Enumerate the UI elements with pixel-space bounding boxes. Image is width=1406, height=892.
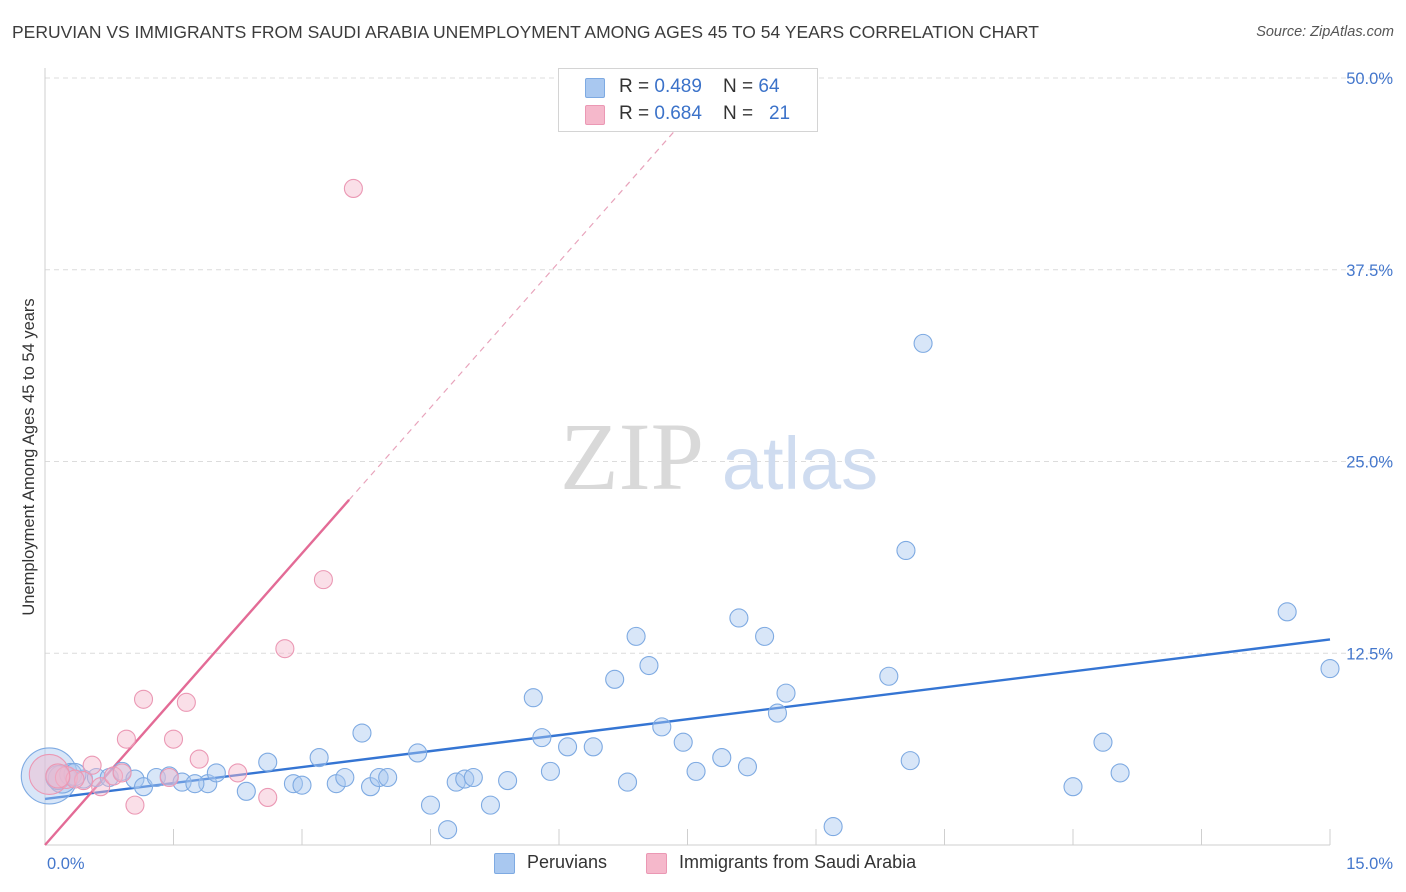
point-peruvians — [309, 748, 329, 768]
point-peruvians — [438, 820, 458, 840]
point-peruvians — [823, 817, 843, 837]
point-saudi — [45, 763, 71, 789]
point-peruvians — [896, 540, 916, 561]
point-peruvians — [617, 772, 638, 792]
point-peruvians — [236, 781, 256, 801]
legend-n-value: 64 — [758, 76, 780, 97]
point-saudi — [82, 755, 102, 775]
trendline-peruvians — [44, 638, 1331, 801]
point-saudi — [228, 763, 248, 783]
point-peruvians — [558, 737, 578, 757]
point-peruvians — [1063, 777, 1083, 797]
point-saudi — [275, 639, 295, 659]
watermark-zip: ZIP — [560, 403, 704, 510]
legend-n-label: N = — [723, 103, 759, 124]
point-peruvians — [206, 763, 226, 783]
legend-r-value: 0.489 — [654, 76, 702, 97]
tick-labels: 12.5% 25.0% 37.5% 50.0% 0.0% 15.0% — [47, 70, 1393, 873]
point-peruvians — [258, 752, 278, 772]
point-saudi — [65, 769, 85, 789]
point-peruvians — [498, 771, 518, 791]
point-saudi — [116, 729, 136, 749]
legend-swatch-peruvians — [585, 78, 605, 98]
watermark: ZIP atlas — [560, 403, 878, 510]
point-peruvians — [729, 608, 749, 628]
point-peruvians — [292, 775, 312, 795]
point-peruvians — [1110, 763, 1130, 783]
data-points — [20, 178, 1340, 840]
point-saudi — [112, 763, 132, 783]
axes — [44, 68, 1331, 846]
point-saudi — [163, 729, 184, 749]
y-tick-label: 37.5% — [1346, 262, 1393, 280]
point-saudi — [125, 795, 145, 815]
point-peruvians — [133, 777, 154, 797]
trendlines — [44, 115, 1331, 846]
point-peruvians — [776, 683, 796, 703]
point-saudi — [313, 570, 333, 590]
legend-label-saudi: Immigrants from Saudi Arabia — [679, 852, 917, 872]
point-peruvians — [352, 723, 372, 743]
legend-swatch-saudi — [585, 105, 605, 125]
point-peruvians — [1093, 732, 1113, 752]
y-axis-title: Unemployment Among Ages 45 to 54 years — [20, 298, 38, 615]
point-saudi — [91, 777, 111, 797]
point-peruvians — [755, 626, 775, 646]
x-tick-label: 0.0% — [47, 855, 85, 873]
stats-legend: R = 0.489 N = 64 R = 0.684 N = 21 — [558, 68, 818, 132]
point-peruvians — [583, 737, 603, 757]
point-peruvians — [712, 748, 732, 768]
point-peruvians — [767, 703, 788, 723]
point-peruvians — [900, 751, 920, 771]
point-peruvians — [737, 757, 758, 777]
point-peruvians — [686, 761, 706, 781]
point-peruvians — [463, 767, 483, 788]
point-peruvians — [532, 728, 552, 748]
point-peruvians — [378, 767, 398, 788]
y-tick-label: 50.0% — [1346, 70, 1393, 88]
legend-swatch-saudi — [646, 853, 667, 874]
point-saudi — [176, 692, 196, 712]
y-tick-label: 25.0% — [1346, 454, 1393, 472]
point-peruvians — [913, 333, 933, 353]
point-peruvians — [639, 655, 659, 676]
point-peruvians — [540, 761, 560, 781]
y-tick-label: 12.5% — [1346, 645, 1393, 663]
point-peruvians — [523, 688, 543, 708]
point-saudi — [343, 178, 363, 198]
point-peruvians — [420, 795, 441, 815]
point-peruvians — [673, 732, 693, 752]
point-saudi — [189, 749, 209, 769]
point-peruvians — [652, 717, 672, 737]
point-peruvians — [335, 767, 355, 788]
point-peruvians — [879, 666, 899, 686]
legend-r-label: R = — [619, 103, 655, 124]
watermark-atlas: atlas — [722, 422, 878, 505]
legend-n-label: N = — [723, 76, 759, 97]
series-legend: Peruvians Immigrants from Saudi Arabia — [0, 852, 1406, 876]
legend-label-peruvians: Peruvians — [527, 852, 608, 872]
legend-n-value: 21 — [768, 103, 791, 124]
point-peruvians — [1277, 602, 1297, 622]
point-peruvians — [408, 743, 428, 763]
point-saudi — [133, 689, 154, 709]
chart-title: PERUVIAN VS IMMIGRANTS FROM SAUDI ARABIA… — [12, 22, 1039, 42]
source-credit: Source: ZipAtlas.com — [1256, 24, 1394, 40]
trendline-saudi — [44, 499, 351, 846]
trendline-saudi-extension — [348, 115, 688, 501]
gridlines — [45, 77, 1392, 654]
point-peruvians — [626, 626, 646, 646]
point-peruvians — [605, 669, 625, 689]
point-saudi — [159, 767, 179, 788]
point-peruvians — [480, 795, 501, 815]
point-peruvians — [185, 774, 205, 794]
legend-r-label: R = — [619, 76, 655, 97]
legend-r-value: 0.684 — [654, 103, 702, 124]
point-peruvians — [1320, 659, 1340, 679]
legend-swatch-peruvians — [494, 853, 515, 874]
x-tick-label: 15.0% — [1346, 855, 1393, 873]
point-saudi — [258, 787, 278, 807]
